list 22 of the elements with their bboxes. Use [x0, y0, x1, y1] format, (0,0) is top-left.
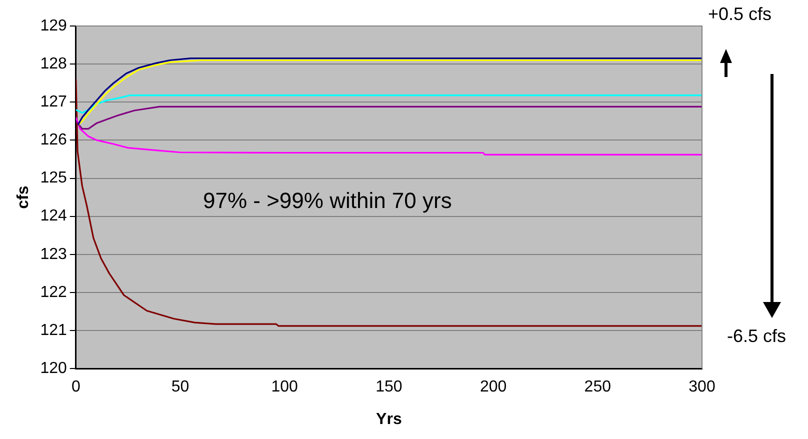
x-tick-label: 250 [584, 378, 612, 396]
y-tick-label: 127 [40, 94, 67, 111]
x-tick-label: 300 [688, 378, 716, 396]
y-tick-label: 129 [40, 17, 67, 34]
x-tick-label: 200 [480, 378, 507, 396]
x-tick-label: 150 [376, 378, 402, 396]
y-tick-label: 125 [40, 170, 67, 187]
text: -6.5 cfs [727, 326, 786, 347]
y-tick-label: 121 [40, 322, 67, 339]
annotation: 97% - >99% within 70 yrs [203, 188, 452, 214]
y-tick-label: 123 [40, 246, 67, 263]
y-tick-label: 120 [40, 360, 67, 378]
x-tick-label: 100 [271, 378, 298, 396]
x-tick-label: 0 [71, 378, 80, 396]
text: +0.5 cfs [708, 4, 772, 25]
y-tick-label: 122 [40, 284, 67, 301]
x-axis-title: Yrs [376, 410, 402, 428]
y-axis-title: cfs [15, 186, 32, 209]
x-tick-label: 50 [171, 378, 190, 396]
y-tick-label: 124 [40, 208, 67, 225]
y-tick-label: 126 [40, 132, 67, 149]
y-tick-label: 128 [40, 55, 67, 72]
